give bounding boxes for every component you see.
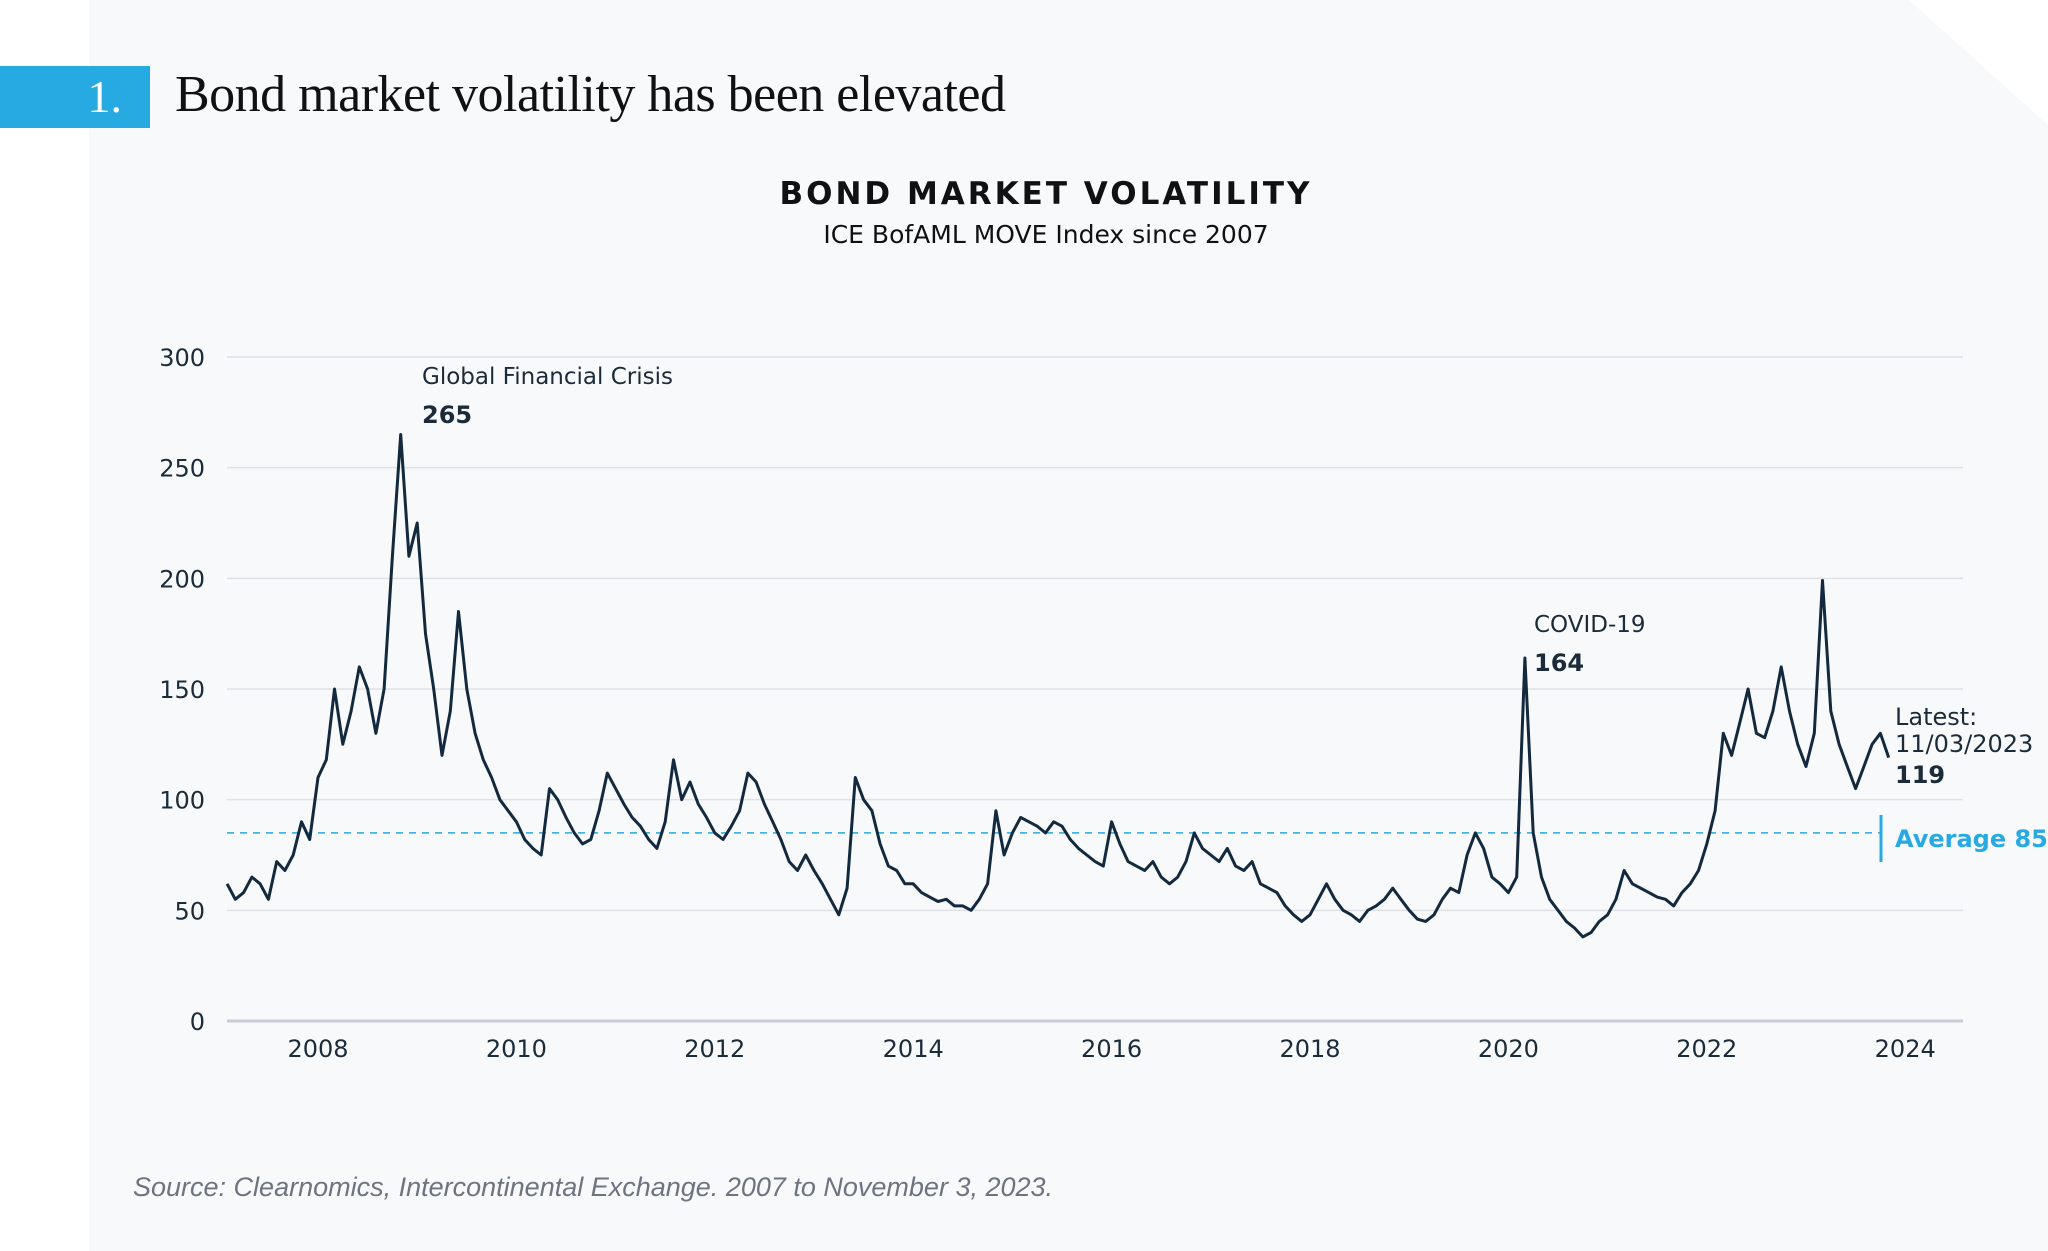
source-note: Source: Clearnomics, Intercontinental Ex… <box>133 1172 1054 1202</box>
annotation-label: Latest: <box>1895 703 1978 731</box>
y-tick-label: 200 <box>159 565 205 593</box>
x-tick-label: 2014 <box>883 1035 944 1063</box>
y-tick-label: 250 <box>159 455 205 483</box>
annotation-value: 119 <box>1895 761 1946 789</box>
annotation-covid: COVID-19 164 <box>1534 611 1646 678</box>
y-tick-label: 50 <box>174 897 205 925</box>
page-title: Bond market volatility has been elevated <box>175 66 1006 123</box>
x-tick-label: 2016 <box>1081 1035 1142 1063</box>
y-tick-label: 0 <box>190 1008 205 1036</box>
annotation-latest: Latest: 11/03/2023 119 <box>1895 704 2033 789</box>
series-line <box>225 433 1891 939</box>
annotation-label: COVID-19 <box>1534 612 1646 638</box>
y-tick-label: 100 <box>159 787 205 815</box>
background-panel <box>89 0 2048 1251</box>
x-tick-label: 2010 <box>486 1035 547 1063</box>
x-tick-label: 2008 <box>287 1035 348 1063</box>
chart-title: BOND MARKET VOLATILITY <box>779 176 1313 212</box>
y-tick-label: 300 <box>159 344 205 372</box>
x-tick-label: 2012 <box>684 1035 745 1063</box>
x-tick-label: 2020 <box>1478 1035 1539 1063</box>
annotation-value: 164 <box>1534 649 1585 677</box>
chart-subtitle: ICE BofAML MOVE Index since 2007 <box>823 220 1269 249</box>
annotation-value: 265 <box>422 401 473 429</box>
annotation-date: 11/03/2023 <box>1895 730 2034 758</box>
average-label: Average 85 <box>1895 825 2048 853</box>
section-number: 1. <box>0 66 150 128</box>
x-tick-label: 2022 <box>1676 1035 1737 1063</box>
annotation-gfc: Global Financial Crisis 265 <box>422 363 673 430</box>
y-tick-label: 150 <box>159 676 205 704</box>
x-tick-label: 2018 <box>1279 1035 1340 1063</box>
x-tick-label: 2024 <box>1875 1035 1936 1063</box>
annotation-label: Global Financial Crisis <box>422 364 673 390</box>
